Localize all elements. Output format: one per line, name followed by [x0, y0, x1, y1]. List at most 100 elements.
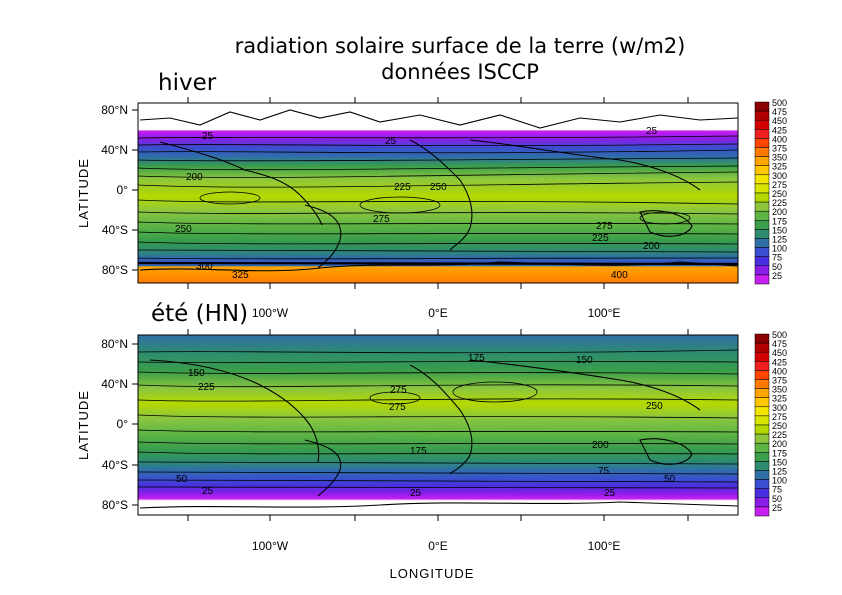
colorbar-level-label: 50	[772, 494, 782, 504]
colorbar-level-label: 350	[772, 153, 787, 163]
x-axis-label: LONGITUDE	[390, 566, 475, 581]
lat-tick-label: 80°S	[102, 263, 128, 277]
colorbar-swatch	[754, 129, 770, 139]
colorbar-swatch	[754, 452, 770, 462]
contour-label: 200	[643, 241, 660, 252]
colorbar-level-label: 500	[772, 330, 787, 340]
contour-label: 200	[186, 172, 203, 183]
continent-outlines-summer	[139, 359, 738, 509]
colorbar-summer: 5004754504254003753503253002752502252001…	[754, 330, 787, 517]
colorbar-swatch	[754, 479, 770, 489]
colorbar-level-label: 425	[772, 125, 787, 135]
colorbar-level-label: 225	[772, 198, 787, 208]
colorbar-level-label: 375	[772, 144, 787, 154]
lat-tick-label: 40°S	[102, 223, 128, 237]
colorbar-level-label: 75	[772, 253, 782, 263]
colorbar-level-label: 450	[772, 116, 787, 126]
colorbar-swatch	[754, 379, 770, 389]
contour-label: 250	[646, 401, 663, 412]
colorbar-level-label: 225	[772, 430, 787, 440]
contour-label: 50	[664, 474, 676, 485]
colorbar-level-label: 100	[772, 476, 787, 486]
lon-tick-label: 100°E	[588, 539, 621, 553]
colorbar-swatch	[754, 101, 770, 112]
colorbar-swatch	[754, 238, 770, 248]
colorbar-swatch	[754, 138, 770, 148]
contour-label: 225	[198, 382, 215, 393]
colorbar-swatch	[754, 220, 770, 230]
map-panel-summer: 175 150 150 225 275 275 250 200 175 75 5…	[76, 329, 739, 521]
lat-tick-label: 0°	[117, 183, 129, 197]
colorbar-swatch	[754, 415, 770, 426]
colorbar-swatch	[754, 210, 770, 221]
contour-label: 275	[389, 402, 406, 413]
colorbar-swatch	[754, 147, 770, 157]
colorbar-level-label: 125	[772, 467, 787, 477]
contour-label: 75	[598, 466, 610, 477]
colorbar-level-label: 75	[772, 485, 782, 495]
lat-tick-label: 80°S	[102, 498, 128, 512]
colorbar-level-label: 350	[772, 385, 787, 395]
contour-label: 25	[604, 488, 616, 499]
colorbar-winter: 5004754504254003753503253002752502252001…	[754, 98, 787, 285]
colorbar-swatch	[754, 388, 770, 398]
colorbar-level-label: 50	[772, 262, 782, 272]
contour-label: 150	[576, 355, 593, 366]
colorbar-level-label: 100	[772, 244, 787, 254]
colorbar-level-label: 250	[772, 421, 787, 431]
contour-label: 225	[394, 182, 411, 193]
lon-ticks-bottom-panel	[187, 329, 689, 521]
contour-label: 50	[176, 474, 188, 485]
colorbar-level-label: 375	[772, 376, 787, 386]
contour-label: 250	[430, 182, 447, 193]
figure-title-line1: radiation solaire surface de la terre (w…	[235, 34, 686, 58]
colorbar-swatch	[754, 406, 770, 417]
colorbar-swatch	[754, 433, 770, 444]
colorbar-level-label: 475	[772, 339, 787, 349]
contour-labels-summer: 175 150 150 225 275 275 250 200 175 75 5…	[176, 353, 676, 499]
contour-label: 25	[202, 486, 214, 497]
contour-label: 200	[592, 440, 609, 451]
colorbar-level-label: 200	[772, 439, 787, 449]
contour-label: 275	[373, 214, 390, 225]
contour-label: 175	[468, 353, 485, 364]
colorbar-swatch	[754, 370, 770, 380]
lon-tick-label: 100°W	[252, 306, 289, 320]
colorbar-level-label: 150	[772, 457, 787, 467]
colorbar-level-label: 25	[772, 503, 782, 513]
colorbar-swatch	[754, 247, 770, 257]
lat-tick-label: 80°N	[101, 103, 128, 117]
colorbar-level-label: 400	[772, 134, 787, 144]
colorbar-swatch	[754, 333, 770, 344]
lon-tick-label: 0°E	[428, 539, 447, 553]
map-panel-winter: 25 25 25 200 225 250 275 275 250 225 200…	[76, 97, 739, 289]
colorbar-swatch	[754, 442, 770, 453]
lat-tick-label: 40°S	[102, 458, 128, 472]
colorbar-swatch	[754, 342, 770, 353]
colorbar-swatch	[754, 470, 770, 480]
y-axis-label-summer: LATITUDE	[76, 390, 91, 460]
colorbar-swatch	[754, 274, 770, 285]
contour-label: 300	[196, 261, 213, 272]
colorbar-level-label: 300	[772, 171, 787, 181]
colorbar-swatch	[754, 201, 770, 212]
contour-lines-winter	[138, 135, 738, 266]
colorbar-level-label: 25	[772, 271, 782, 281]
colorbar-swatch	[754, 497, 770, 508]
field-winter	[138, 103, 738, 283]
contour-label: 25	[385, 136, 397, 147]
season-label-summer: été (HN)	[151, 301, 248, 327]
contour-label: 225	[592, 233, 609, 244]
lon-tick-label: 100°E	[588, 306, 621, 320]
colorbar-swatch	[754, 119, 770, 130]
colorbar-swatch	[754, 110, 770, 121]
contour-label: 325	[232, 270, 249, 281]
colorbar-swatch	[754, 256, 770, 267]
lat-tick-label: 40°N	[101, 377, 128, 391]
colorbar-swatch	[754, 361, 770, 371]
colorbar-swatch	[754, 424, 770, 435]
colorbar-level-label: 300	[772, 403, 787, 413]
colorbar-swatch	[754, 192, 770, 203]
colorbar-swatch	[754, 397, 770, 408]
colorbar-level-label: 275	[772, 180, 787, 190]
